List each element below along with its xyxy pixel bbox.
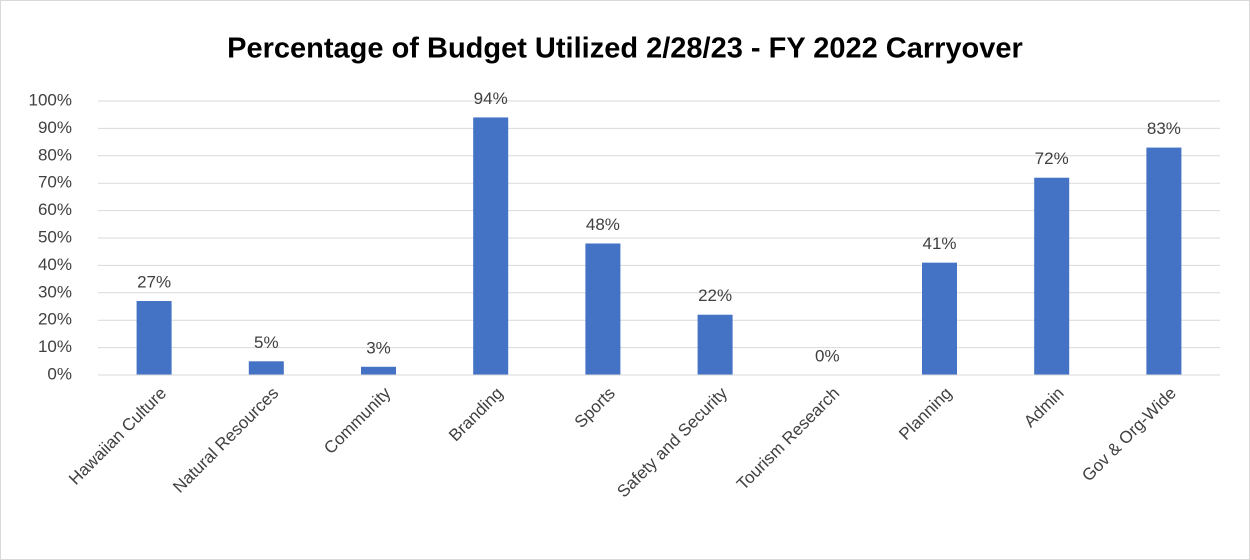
y-tick-label: 10%	[38, 337, 72, 356]
bar	[1146, 147, 1182, 375]
data-label: 94%	[474, 89, 508, 108]
y-tick-label: 70%	[38, 173, 72, 192]
y-tick-label: 100%	[29, 90, 72, 109]
data-label: 48%	[586, 215, 620, 234]
bar	[361, 366, 396, 375]
y-tick-label: 40%	[38, 255, 72, 274]
y-tick-label: 20%	[38, 310, 72, 329]
data-label: 22%	[698, 286, 732, 305]
bar	[697, 314, 733, 375]
data-label: 72%	[1035, 149, 1069, 168]
bar	[585, 243, 621, 375]
y-tick-label: 30%	[38, 282, 72, 301]
data-label: 83%	[1147, 119, 1181, 138]
bar	[136, 301, 172, 375]
data-label: 0%	[815, 346, 840, 365]
chart-title: Percentage of Budget Utilized 2/28/23 - …	[227, 33, 1023, 65]
y-tick-label: 60%	[38, 200, 72, 219]
y-tick-label: 50%	[38, 227, 72, 246]
y-tick-label: 80%	[38, 145, 72, 164]
bar	[473, 117, 509, 375]
data-label: 27%	[137, 273, 171, 292]
bar	[1034, 177, 1070, 375]
data-label: 3%	[366, 338, 391, 357]
data-label: 5%	[254, 333, 279, 352]
y-tick-label: 90%	[38, 118, 72, 137]
data-label: 41%	[922, 234, 956, 253]
bar	[922, 262, 957, 375]
bar	[248, 361, 284, 375]
y-tick-label: 0%	[47, 364, 72, 383]
